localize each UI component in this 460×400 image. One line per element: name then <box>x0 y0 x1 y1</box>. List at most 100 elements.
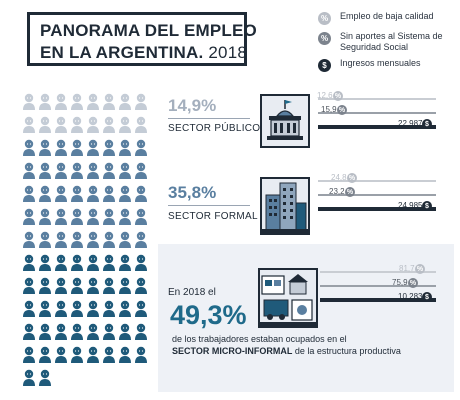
legend-item-low-quality: % Empleo de baja calidad <box>318 11 458 25</box>
person-icon <box>118 277 132 295</box>
person-icon <box>22 139 36 157</box>
person-icon <box>70 346 84 364</box>
person-icon <box>134 208 148 226</box>
person-icon <box>102 162 116 180</box>
person-icon <box>54 208 68 226</box>
person-icon <box>54 162 68 180</box>
dollar-icon: $ <box>422 201 432 211</box>
person-icon <box>70 185 84 203</box>
bar-value: 24,8 <box>331 173 347 182</box>
person-icon <box>22 231 36 249</box>
person-icon <box>38 185 52 203</box>
person-icon <box>38 369 52 387</box>
person-icon <box>22 116 36 134</box>
person-icon <box>86 300 100 318</box>
person-icon <box>118 139 132 157</box>
person-icon <box>86 139 100 157</box>
person-icon <box>86 346 100 364</box>
person-icon <box>22 208 36 226</box>
person-icon <box>38 300 52 318</box>
person-icon <box>86 116 100 134</box>
percent-icon: % <box>318 32 331 45</box>
person-icon <box>134 139 148 157</box>
bar-value: 10,283 <box>398 292 423 301</box>
person-icon <box>102 93 116 111</box>
bar-low <box>320 271 436 273</box>
bar-value: 15,9 <box>321 105 337 114</box>
person-icon <box>54 277 68 295</box>
micro-informal-sector-name: SECTOR MICRO-INFORMAL <box>172 346 293 356</box>
people-pictogram <box>22 93 152 393</box>
bar-noaport <box>318 194 436 196</box>
person-icon <box>118 231 132 249</box>
public-sector-label: SECTOR PÚBLICO <box>168 123 261 134</box>
percent-icon: % <box>347 173 357 183</box>
person-icon <box>38 208 52 226</box>
page-title-year: 2018 <box>208 43 248 62</box>
legend-item-no-social-security: % Sin aportes al Sistema de Seguridad So… <box>318 31 458 52</box>
dollar-icon: $ <box>318 59 331 72</box>
percent-icon: % <box>415 264 425 274</box>
person-icon <box>102 208 116 226</box>
person-icon <box>86 231 100 249</box>
legend-label: Sin aportes al Sistema de Seguridad Soci… <box>340 31 443 52</box>
micro-informal-description-1: de los trabajadores estaban ocupados en … <box>172 334 347 344</box>
person-icon <box>102 139 116 157</box>
person-icon <box>134 231 148 249</box>
person-icon <box>22 162 36 180</box>
percent-icon: % <box>337 105 347 115</box>
person-icon <box>70 162 84 180</box>
person-icon <box>118 254 132 272</box>
person-icon <box>70 254 84 272</box>
person-icon <box>118 93 132 111</box>
bar-income <box>318 207 436 211</box>
person-icon <box>38 277 52 295</box>
micro-informal-description-rest: de la estructura productiva <box>292 346 401 356</box>
person-icon <box>86 93 100 111</box>
person-icon <box>86 162 100 180</box>
person-icon <box>102 254 116 272</box>
person-icon <box>134 300 148 318</box>
legend-item-monthly-income: $ Ingresos mensuales <box>318 58 458 72</box>
dollar-icon: $ <box>422 119 432 129</box>
person-icon <box>38 162 52 180</box>
micro-informal-intro: En 2018 el <box>168 287 216 298</box>
person-icon <box>38 93 52 111</box>
percent-icon: % <box>318 12 331 25</box>
bar-income <box>320 298 436 302</box>
bar-income <box>318 125 436 129</box>
separator <box>168 118 250 119</box>
bar-noaport <box>320 285 436 287</box>
person-icon <box>134 323 148 341</box>
percent-icon: % <box>345 187 355 197</box>
person-icon <box>134 254 148 272</box>
person-icon <box>54 185 68 203</box>
bar-low <box>318 180 436 182</box>
person-icon <box>70 231 84 249</box>
person-icon <box>54 139 68 157</box>
person-icon <box>118 116 132 134</box>
person-icon <box>102 323 116 341</box>
person-icon <box>70 139 84 157</box>
person-icon <box>38 231 52 249</box>
person-icon <box>70 323 84 341</box>
person-icon <box>102 300 116 318</box>
separator <box>168 205 250 206</box>
micro-informal-illustration <box>258 268 318 328</box>
person-icon <box>134 116 148 134</box>
person-icon <box>118 162 132 180</box>
person-icon <box>22 93 36 111</box>
person-icon <box>102 231 116 249</box>
person-icon <box>38 139 52 157</box>
office-buildings-icon <box>262 179 308 233</box>
page-title-line-2: EN LA ARGENTINA. 2018 <box>40 42 248 64</box>
person-icon <box>70 277 84 295</box>
person-icon <box>86 185 100 203</box>
person-icon <box>22 369 36 387</box>
person-icon <box>22 277 36 295</box>
person-icon <box>86 254 100 272</box>
person-icon <box>86 208 100 226</box>
person-icon <box>22 346 36 364</box>
dollar-icon: $ <box>422 292 432 302</box>
legend: % Empleo de baja calidad % Sin aportes a… <box>318 11 458 78</box>
